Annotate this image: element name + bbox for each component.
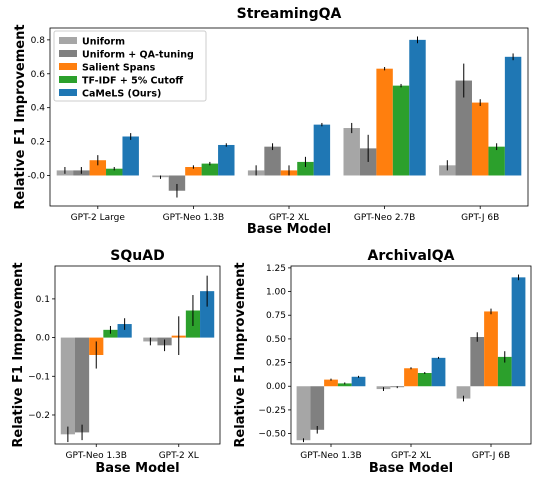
x-tick-label: GPT-Neo 1.3B <box>66 451 127 461</box>
bar-uniform-qa-tuning-2 <box>470 337 485 387</box>
x-tick-label: GPT-J 6B <box>461 213 499 223</box>
x-tick-label: GPT-2 XL <box>269 213 309 223</box>
y-tick-label: 0.0 <box>36 334 51 344</box>
legend-label: Salient Spans <box>82 63 156 74</box>
y-axis-label: Relative F1 Improvement <box>13 24 28 209</box>
y-tick-label: 0.6 <box>31 70 46 80</box>
legend-box <box>53 30 207 102</box>
y-tick-label: 0.00 <box>266 382 286 392</box>
chart-panel-squad: −0.2 −0.1 0.0 0.1 GPT-Neo 1.3B GPT-2 XL SQuAD B… <box>11 248 221 476</box>
bar-salient-spans-1 <box>404 368 418 387</box>
bar-uniform-0 <box>60 337 75 435</box>
y-tick-label: −0.1 <box>28 372 50 382</box>
bar-tf-idf-5-cutoff-0 <box>103 329 118 338</box>
y-tick-label: 0.25 <box>266 359 286 369</box>
bar-camels-ours--0 <box>122 136 139 176</box>
chart-title: SQuAD <box>110 248 164 264</box>
legend-swatch <box>59 76 77 83</box>
bar-uniform-3 <box>343 128 360 176</box>
bar-tf-idf-5-cutoff-3 <box>392 85 410 176</box>
chart-title: ArchivalQA <box>368 248 455 264</box>
bar-salient-spans-0 <box>324 379 338 387</box>
x-tick-label: GPT-Neo 1.3B <box>163 213 224 223</box>
bar-tf-idf-5-cutoff-0 <box>106 168 123 176</box>
bar-tf-idf-5-cutoff-2 <box>497 356 512 387</box>
bar-uniform-qa-tuning-2 <box>264 146 281 176</box>
x-axis-label: Base Model <box>369 461 453 476</box>
y-tick-label: -0.0 <box>27 171 45 181</box>
legend-swatch <box>59 63 77 70</box>
y-axis-label: Relative F1 Improvement <box>233 262 248 447</box>
bar-tf-idf-5-cutoff-1 <box>417 372 432 387</box>
y-tick-label: 0.75 <box>266 311 286 321</box>
legend-label: Uniform <box>82 37 125 48</box>
bar-camels-ours--1 <box>200 291 215 338</box>
y-tick-label: −0.25 <box>258 406 286 416</box>
bar-camels-ours--0 <box>351 376 366 387</box>
y-tick-label: 0.50 <box>266 335 286 345</box>
x-tick-label: GPT-J 6B <box>472 451 510 461</box>
x-tick-label: GPT-Neo 1.3B <box>300 451 361 461</box>
y-tick-label: 1.00 <box>266 288 286 298</box>
y-axis-label: Relative F1 Improvement <box>11 262 26 447</box>
chart-panel-archivalqa: −0.50 −0.25 0.00 0.25 0.50 0.75 1.00 1.25 GPT-Ne… <box>233 248 532 476</box>
bar-camels-ours--2 <box>511 277 526 387</box>
x-tick-label: GPT-2 XL <box>391 451 431 461</box>
bar-uniform-qa-tuning-1 <box>168 175 186 191</box>
bar-salient-spans-4 <box>471 102 489 176</box>
bar-camels-ours--4 <box>504 56 522 176</box>
bar-tf-idf-5-cutoff-4 <box>488 146 505 176</box>
legend-swatch <box>59 89 77 96</box>
bar-salient-spans-1 <box>185 167 202 176</box>
bar-tf-idf-5-cutoff-2 <box>297 161 314 176</box>
bar-camels-ours--1 <box>218 144 235 176</box>
legend: Uniform Uniform + QA-tuning Salient Spans T… <box>53 30 207 102</box>
bar-salient-spans-3 <box>376 68 393 176</box>
y-tick-label: −0.50 <box>258 430 286 440</box>
x-tick-label: GPT-Neo 2.7B <box>354 213 415 223</box>
bar-uniform-qa-tuning-0 <box>310 386 325 430</box>
bar-salient-spans-0 <box>89 160 107 176</box>
y-tick-label: 1.25 <box>266 264 286 274</box>
bar-uniform-qa-tuning-4 <box>455 80 472 176</box>
axes-frame <box>54 265 221 445</box>
bar-tf-idf-5-cutoff-0 <box>337 383 352 387</box>
y-tick-label: 0.4 <box>31 104 46 114</box>
bar-uniform-0 <box>296 386 311 441</box>
bar-uniform-2 <box>456 386 471 399</box>
y-tick-label: −0.2 <box>28 411 50 421</box>
legend-swatch <box>59 37 77 44</box>
legend-label: TF-IDF + 5% Cutoff <box>82 76 183 87</box>
x-tick-label: GPT-2 Large <box>71 213 126 223</box>
bar-camels-ours--0 <box>117 324 132 338</box>
legend-label: Uniform + QA-tuning <box>82 50 194 61</box>
x-tick-label: GPT-2 XL <box>159 451 199 461</box>
legend-label: CaMeLS (Ours) <box>82 89 161 100</box>
y-tick-label: 0.1 <box>36 295 50 305</box>
y-tick-label: 0.2 <box>31 138 45 148</box>
y-tick-label: 0.8 <box>31 36 46 46</box>
x-axis-label: Base Model <box>247 222 331 237</box>
bar-salient-spans-2 <box>484 311 498 387</box>
bar-uniform-qa-tuning-0 <box>74 337 90 433</box>
chart-title: StreamingQA <box>237 6 342 22</box>
bar-tf-idf-5-cutoff-1 <box>201 163 219 176</box>
bar-camels-ours--1 <box>431 357 446 387</box>
chart-panel-streamingqa: -0.0 0.2 0.4 0.6 0.8 GPT-2 Large GPT-Neo 1.3B G… <box>13 6 529 237</box>
bar-camels-ours--3 <box>409 39 426 176</box>
legend-swatch <box>59 50 77 57</box>
x-axis-label: Base Model <box>95 461 179 476</box>
bar-camels-ours--2 <box>313 124 331 176</box>
